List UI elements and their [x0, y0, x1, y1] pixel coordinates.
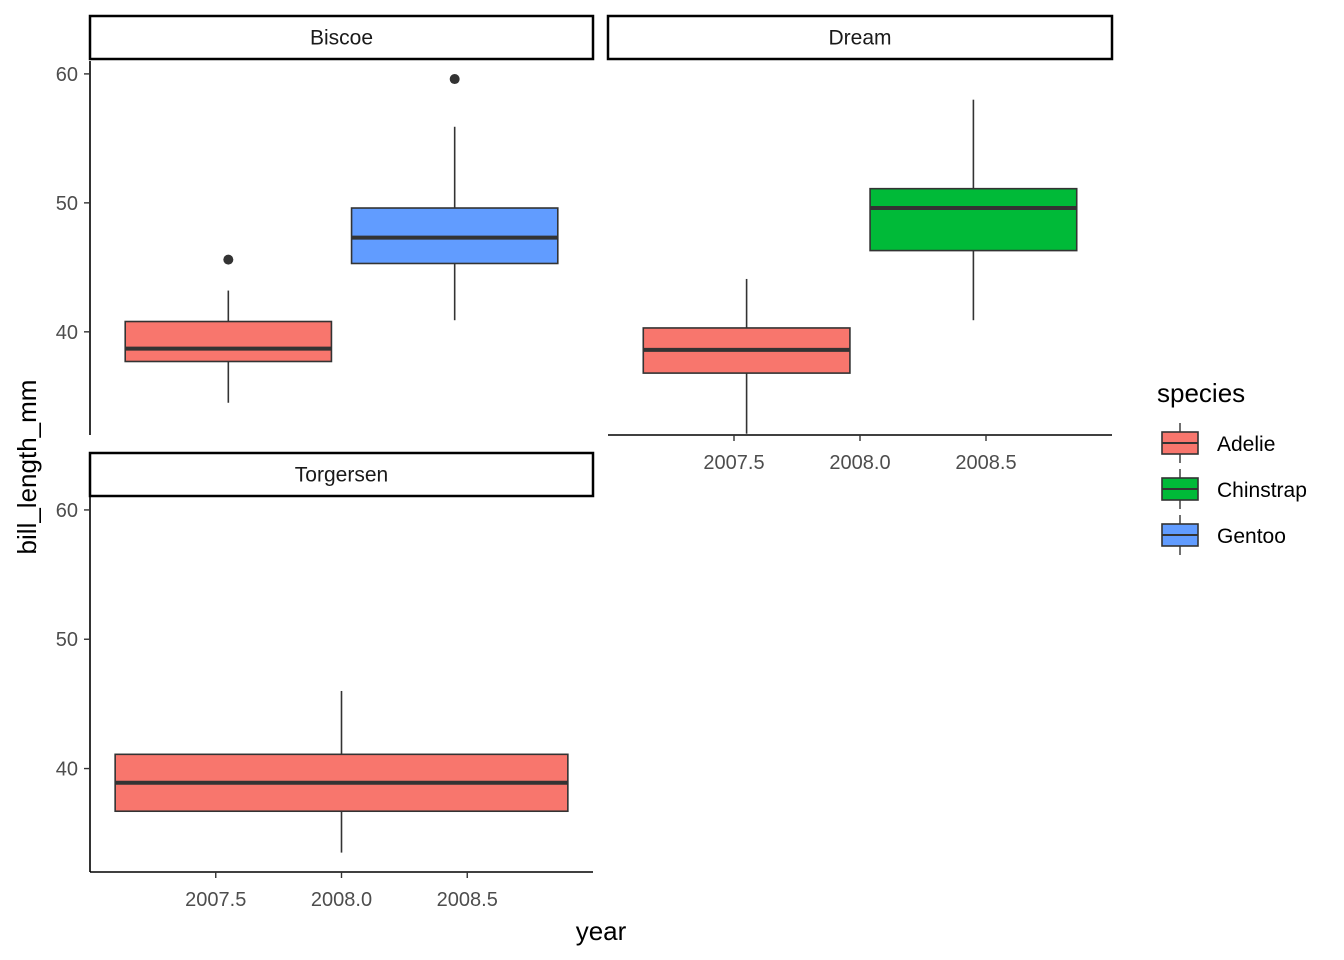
facet-strip-label: Dream: [828, 27, 891, 50]
outlier-point: [223, 254, 234, 265]
y-tick-label: 60: [56, 500, 78, 522]
x-tick-label: 2008.0: [829, 452, 890, 474]
legend-item-gentoo: Gentoo: [1161, 515, 1286, 555]
y-tick-label: 40: [56, 759, 78, 781]
legend: species Adelie Chinstrap Gentoo: [1157, 378, 1307, 555]
box-body: [124, 320, 333, 363]
x-axis-title: year: [576, 916, 627, 946]
outlier-point: [449, 74, 460, 85]
panel-dream: Dream 2007.5 2008.0 2008.5: [606, 14, 1114, 474]
x-tick-label: 2007.5: [185, 889, 246, 911]
box-adelie: [642, 278, 851, 434]
y-axis-title: bill_length_mm: [12, 380, 42, 555]
x-tick-label: 2008.5: [437, 889, 498, 911]
legend-item-chinstrap: Chinstrap: [1161, 469, 1307, 509]
box-chinstrap: [869, 99, 1078, 321]
facet-strip: [88, 451, 595, 498]
legend-label: Chinstrap: [1217, 479, 1307, 502]
box-body: [869, 187, 1078, 252]
x-tick-label: 2007.5: [703, 452, 764, 474]
y-tick-label: 50: [56, 629, 78, 651]
legend-title: species: [1157, 378, 1245, 408]
y-tick-label: 40: [56, 322, 78, 344]
facet-strip: [88, 14, 595, 61]
legend-label: Gentoo: [1217, 525, 1286, 548]
legend-items: Adelie Chinstrap Gentoo: [1161, 423, 1307, 555]
box-adelie: [114, 690, 569, 853]
panel-torgersen: Torgersen 40 50 60 2007.5 2008.0 2008.5: [56, 451, 595, 911]
legend-item-adelie: Adelie: [1161, 423, 1275, 463]
x-tick-label: 2008.0: [311, 889, 372, 911]
x-tick-label: 2008.5: [955, 452, 1016, 474]
y-tick-label: 50: [56, 193, 78, 215]
panel-biscoe: Biscoe 40 50 60: [56, 14, 595, 435]
facet-strip: [606, 14, 1114, 61]
box-adelie: [124, 254, 333, 403]
legend-label: Adelie: [1217, 433, 1275, 456]
box-gentoo: [350, 74, 559, 321]
facet-strip-label: Torgersen: [295, 464, 388, 487]
y-tick-label: 60: [56, 64, 78, 86]
facet-strip-label: Biscoe: [310, 27, 373, 50]
